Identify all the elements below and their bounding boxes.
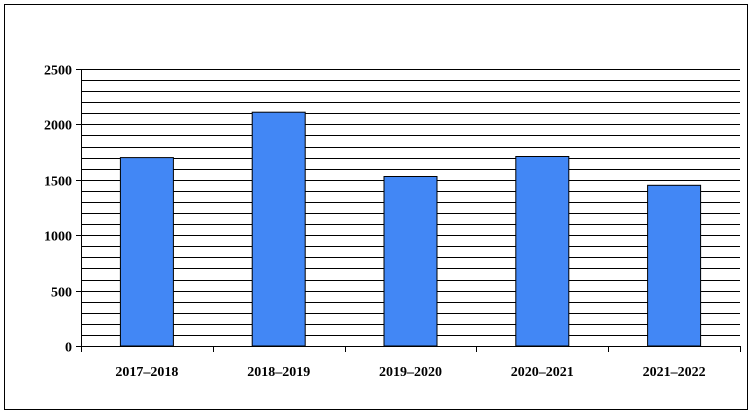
y-tick-labels: 0 500 1000 1500 2000 2500 (44, 64, 72, 356)
bar-2017–2018 (119, 157, 174, 347)
x-tick-label: 2018–2019 (247, 365, 310, 380)
y-tick-label: 2000 (44, 119, 72, 134)
x-tick-label: 2019–2020 (379, 365, 442, 380)
y-tick-label: 1500 (44, 175, 72, 190)
bar-2020–2021 (515, 156, 570, 347)
x-tick-label: 2021–2022 (643, 365, 706, 380)
x-tick-label: 2017–2018 (115, 365, 178, 380)
y-tick-label: 0 (65, 341, 72, 356)
axes (76, 69, 741, 352)
x-tick-labels: 2017–2018 2018–2019 2019–2020 2020–2021 2021… (115, 365, 705, 380)
bar-2018–2019 (251, 111, 306, 347)
bar-2021–2022 (647, 184, 702, 347)
y-tick-label: 2500 (44, 64, 72, 79)
x-tick-label: 2020–2021 (511, 365, 574, 380)
y-tick-label: 500 (51, 286, 72, 301)
y-tick-label: 1000 (44, 230, 72, 245)
bar-2019–2020 (383, 176, 438, 347)
bars (119, 111, 702, 347)
